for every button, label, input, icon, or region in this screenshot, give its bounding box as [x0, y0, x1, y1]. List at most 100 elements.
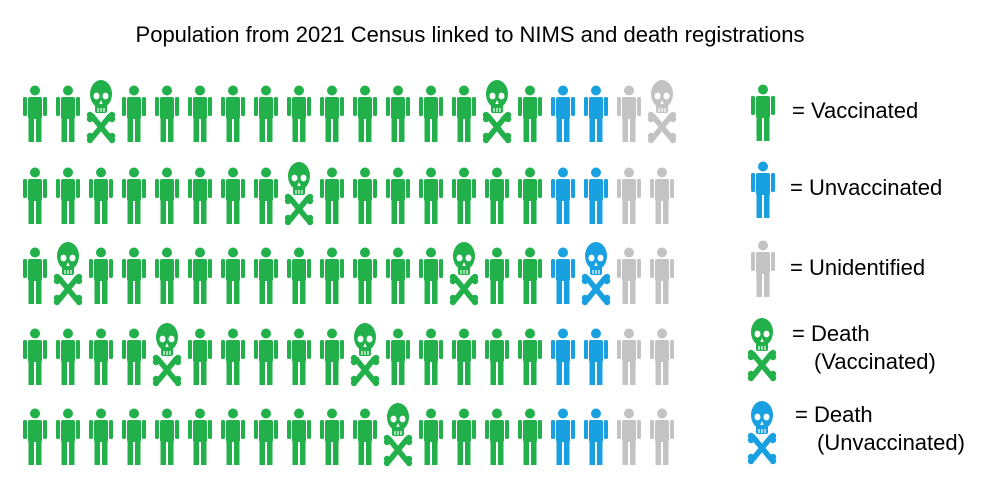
person-vaccinated-icon: [485, 408, 509, 465]
person-vaccinated-icon: [518, 85, 542, 142]
person-unidentified-icon: [617, 408, 641, 465]
person-vaccinated-icon: [320, 167, 344, 224]
person-vaccinated-icon: [188, 167, 212, 224]
person-vaccinated-icon: [188, 408, 212, 465]
person-vaccinated-icon: [386, 167, 410, 224]
person-vaccinated-icon: [221, 408, 245, 465]
person-unidentified-icon: [650, 167, 674, 224]
person-vaccinated-icon: [386, 247, 410, 304]
person-vaccinated-icon: [254, 85, 278, 142]
person-vaccinated-icon: [287, 247, 311, 304]
person-vaccinated-icon: [518, 408, 542, 465]
skull-crossbones-vaccinated-icon: [86, 80, 116, 144]
person-vaccinated-icon: [320, 247, 344, 304]
person-vaccinated-icon: [287, 85, 311, 142]
person-vaccinated-icon: [254, 167, 278, 224]
person-vaccinated-icon: [287, 328, 311, 385]
person-unidentified-icon: [617, 167, 641, 224]
person-vaccinated-icon: [155, 408, 179, 465]
person-vaccinated-icon: [419, 247, 443, 304]
person-vaccinated-icon: [287, 408, 311, 465]
legend-label-unvaccinated: = Unvaccinated: [790, 175, 943, 200]
skull-crossbones-unvaccinated-icon: [747, 401, 777, 465]
person-vaccinated-icon: [452, 85, 476, 142]
person-vaccinated-icon: [155, 247, 179, 304]
legend-label-vaccinated: = Vaccinated: [792, 98, 919, 123]
person-vaccinated-icon: [155, 85, 179, 142]
person-vaccinated-icon: [89, 408, 113, 465]
person-vaccinated-icon: [386, 328, 410, 385]
person-unvaccinated-icon: [551, 408, 575, 465]
person-vaccinated-icon: [122, 408, 146, 465]
legend-label-death-unvaccinated: = Death: [795, 402, 873, 427]
person-vaccinated-icon: [518, 167, 542, 224]
legend-sublabel-death-vaccinated: (Vaccinated): [814, 349, 936, 374]
person-unidentified-icon: [650, 408, 674, 465]
person-vaccinated-icon: [419, 328, 443, 385]
person-unvaccinated-icon: [584, 408, 608, 465]
person-unvaccinated-icon: [551, 328, 575, 385]
person-vaccinated-icon: [188, 328, 212, 385]
person-unidentified-icon: [617, 328, 641, 385]
person-vaccinated-icon: [353, 167, 377, 224]
person-vaccinated-icon: [518, 328, 542, 385]
person-vaccinated-icon: [122, 85, 146, 142]
person-vaccinated-icon: [23, 328, 47, 385]
person-vaccinated-icon: [320, 408, 344, 465]
person-vaccinated-icon: [122, 247, 146, 304]
person-vaccinated-icon: [353, 408, 377, 465]
person-unidentified-icon: [617, 85, 641, 142]
person-vaccinated-icon: [320, 328, 344, 385]
skull-crossbones-unvaccinated-icon: [581, 242, 611, 306]
person-vaccinated-icon: [89, 167, 113, 224]
person-vaccinated-icon: [419, 85, 443, 142]
person-vaccinated-icon: [518, 247, 542, 304]
person-unidentified-icon: [617, 247, 641, 304]
person-vaccinated-icon: [56, 408, 80, 465]
person-vaccinated-icon: [89, 328, 113, 385]
legend-label-death-vaccinated: = Death: [792, 321, 870, 346]
person-vaccinated-icon: [419, 408, 443, 465]
person-unvaccinated-icon: [584, 85, 608, 142]
person-unvaccinated-icon: [584, 328, 608, 385]
person-vaccinated-icon: [188, 85, 212, 142]
person-vaccinated-icon: [320, 85, 344, 142]
person-vaccinated-icon: [221, 167, 245, 224]
person-vaccinated-icon: [221, 247, 245, 304]
person-unidentified-icon: [650, 328, 674, 385]
person-unvaccinated-icon: [551, 85, 575, 142]
person-unvaccinated-icon: [551, 167, 575, 224]
person-vaccinated-icon: [221, 328, 245, 385]
skull-crossbones-vaccinated-icon: [350, 323, 380, 387]
skull-crossbones-vaccinated-icon: [482, 80, 512, 144]
person-vaccinated-icon: [122, 328, 146, 385]
person-vaccinated-icon: [56, 85, 80, 142]
person-vaccinated-icon: [23, 247, 47, 304]
skull-crossbones-vaccinated-icon: [284, 162, 314, 226]
person-vaccinated-icon: [23, 167, 47, 224]
skull-crossbones-vaccinated-icon: [53, 242, 83, 306]
person-vaccinated-icon: [23, 408, 47, 465]
person-vaccinated-icon: [452, 167, 476, 224]
person-unidentified-icon: [751, 240, 775, 297]
population-icon-grid: [23, 80, 677, 467]
person-unvaccinated-icon: [751, 161, 775, 218]
skull-crossbones-unidentified-icon: [647, 80, 677, 144]
person-vaccinated-icon: [23, 85, 47, 142]
person-vaccinated-icon: [485, 167, 509, 224]
person-vaccinated-icon: [254, 328, 278, 385]
person-vaccinated-icon: [353, 247, 377, 304]
person-unidentified-icon: [650, 247, 674, 304]
person-vaccinated-icon: [485, 247, 509, 304]
person-vaccinated-icon: [452, 408, 476, 465]
legend-sublabel-death-unvaccinated: (Unvaccinated): [817, 430, 965, 455]
person-vaccinated-icon: [56, 167, 80, 224]
skull-crossbones-vaccinated-icon: [383, 403, 413, 467]
person-vaccinated-icon: [221, 85, 245, 142]
person-unvaccinated-icon: [584, 167, 608, 224]
person-vaccinated-icon: [419, 167, 443, 224]
skull-crossbones-vaccinated-icon: [152, 323, 182, 387]
person-vaccinated-icon: [254, 408, 278, 465]
person-vaccinated-icon: [254, 247, 278, 304]
skull-crossbones-vaccinated-icon: [449, 242, 479, 306]
